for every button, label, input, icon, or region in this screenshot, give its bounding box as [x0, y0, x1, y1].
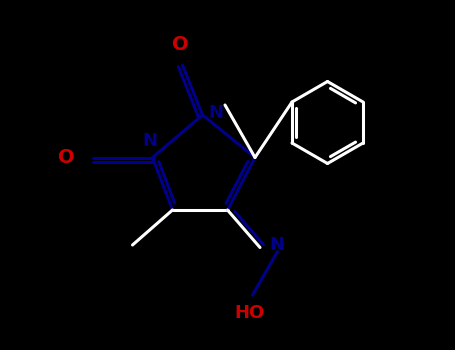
Text: N: N — [142, 132, 157, 150]
Text: O: O — [172, 35, 188, 54]
Text: HO: HO — [235, 304, 265, 322]
Text: N: N — [269, 236, 284, 254]
Text: N: N — [208, 104, 223, 121]
Text: O: O — [58, 148, 75, 167]
